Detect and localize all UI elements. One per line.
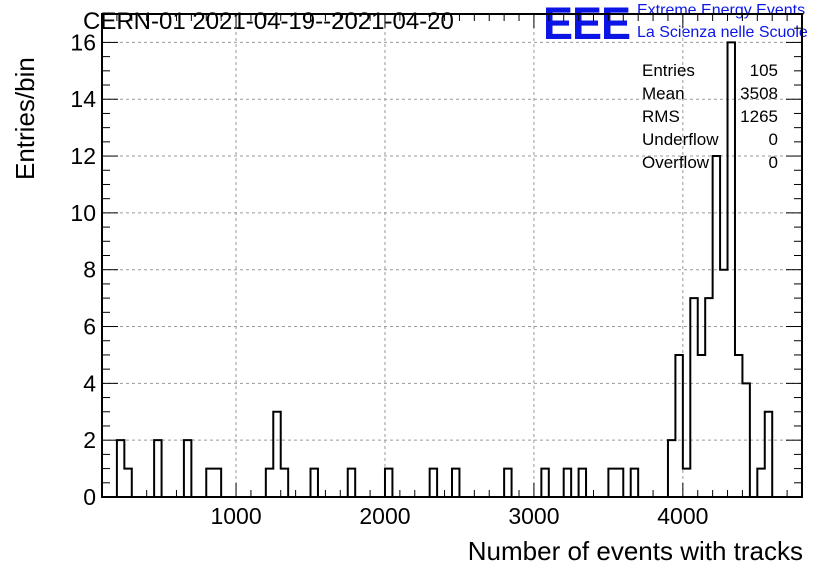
stats-label: Overflow xyxy=(642,153,710,172)
x-tick-label: 1000 xyxy=(210,503,261,529)
stats-label: Mean xyxy=(642,84,685,103)
x-tick-label: 3000 xyxy=(508,503,559,529)
stats-value: 0 xyxy=(769,153,778,172)
chart-title: CERN-01 2021-04-19--2021-04-20 xyxy=(83,8,454,35)
stats-label: Entries xyxy=(642,61,695,80)
y-tick-label: 4 xyxy=(83,370,96,396)
stats-value: 3508 xyxy=(740,84,778,103)
histogram-outline xyxy=(115,41,774,498)
y-tick-label: 10 xyxy=(70,200,96,226)
y-tick-label: 16 xyxy=(70,29,96,55)
logo-text-line-2: La Scienza nelle Scuole xyxy=(637,24,808,41)
plot-frame xyxy=(101,13,803,498)
stats-label: Underflow xyxy=(642,130,719,149)
eee-logo: EEE xyxy=(543,0,631,49)
x-axis-title: Number of events with tracks xyxy=(467,536,803,566)
y-tick-label: 6 xyxy=(83,314,96,340)
stats-value: 1265 xyxy=(740,107,778,126)
stats-value: 0 xyxy=(769,130,778,149)
y-tick-label: 12 xyxy=(70,143,96,169)
y-tick-label: 8 xyxy=(83,257,96,283)
stats-label: RMS xyxy=(642,107,680,126)
x-tick-label: 2000 xyxy=(359,503,410,529)
x-tick-label: 4000 xyxy=(657,503,708,529)
y-tick-label: 0 xyxy=(83,484,96,510)
y-tick-label: 2 xyxy=(83,427,96,453)
stats-value: 105 xyxy=(750,61,778,80)
y-tick-label: 14 xyxy=(70,86,96,112)
